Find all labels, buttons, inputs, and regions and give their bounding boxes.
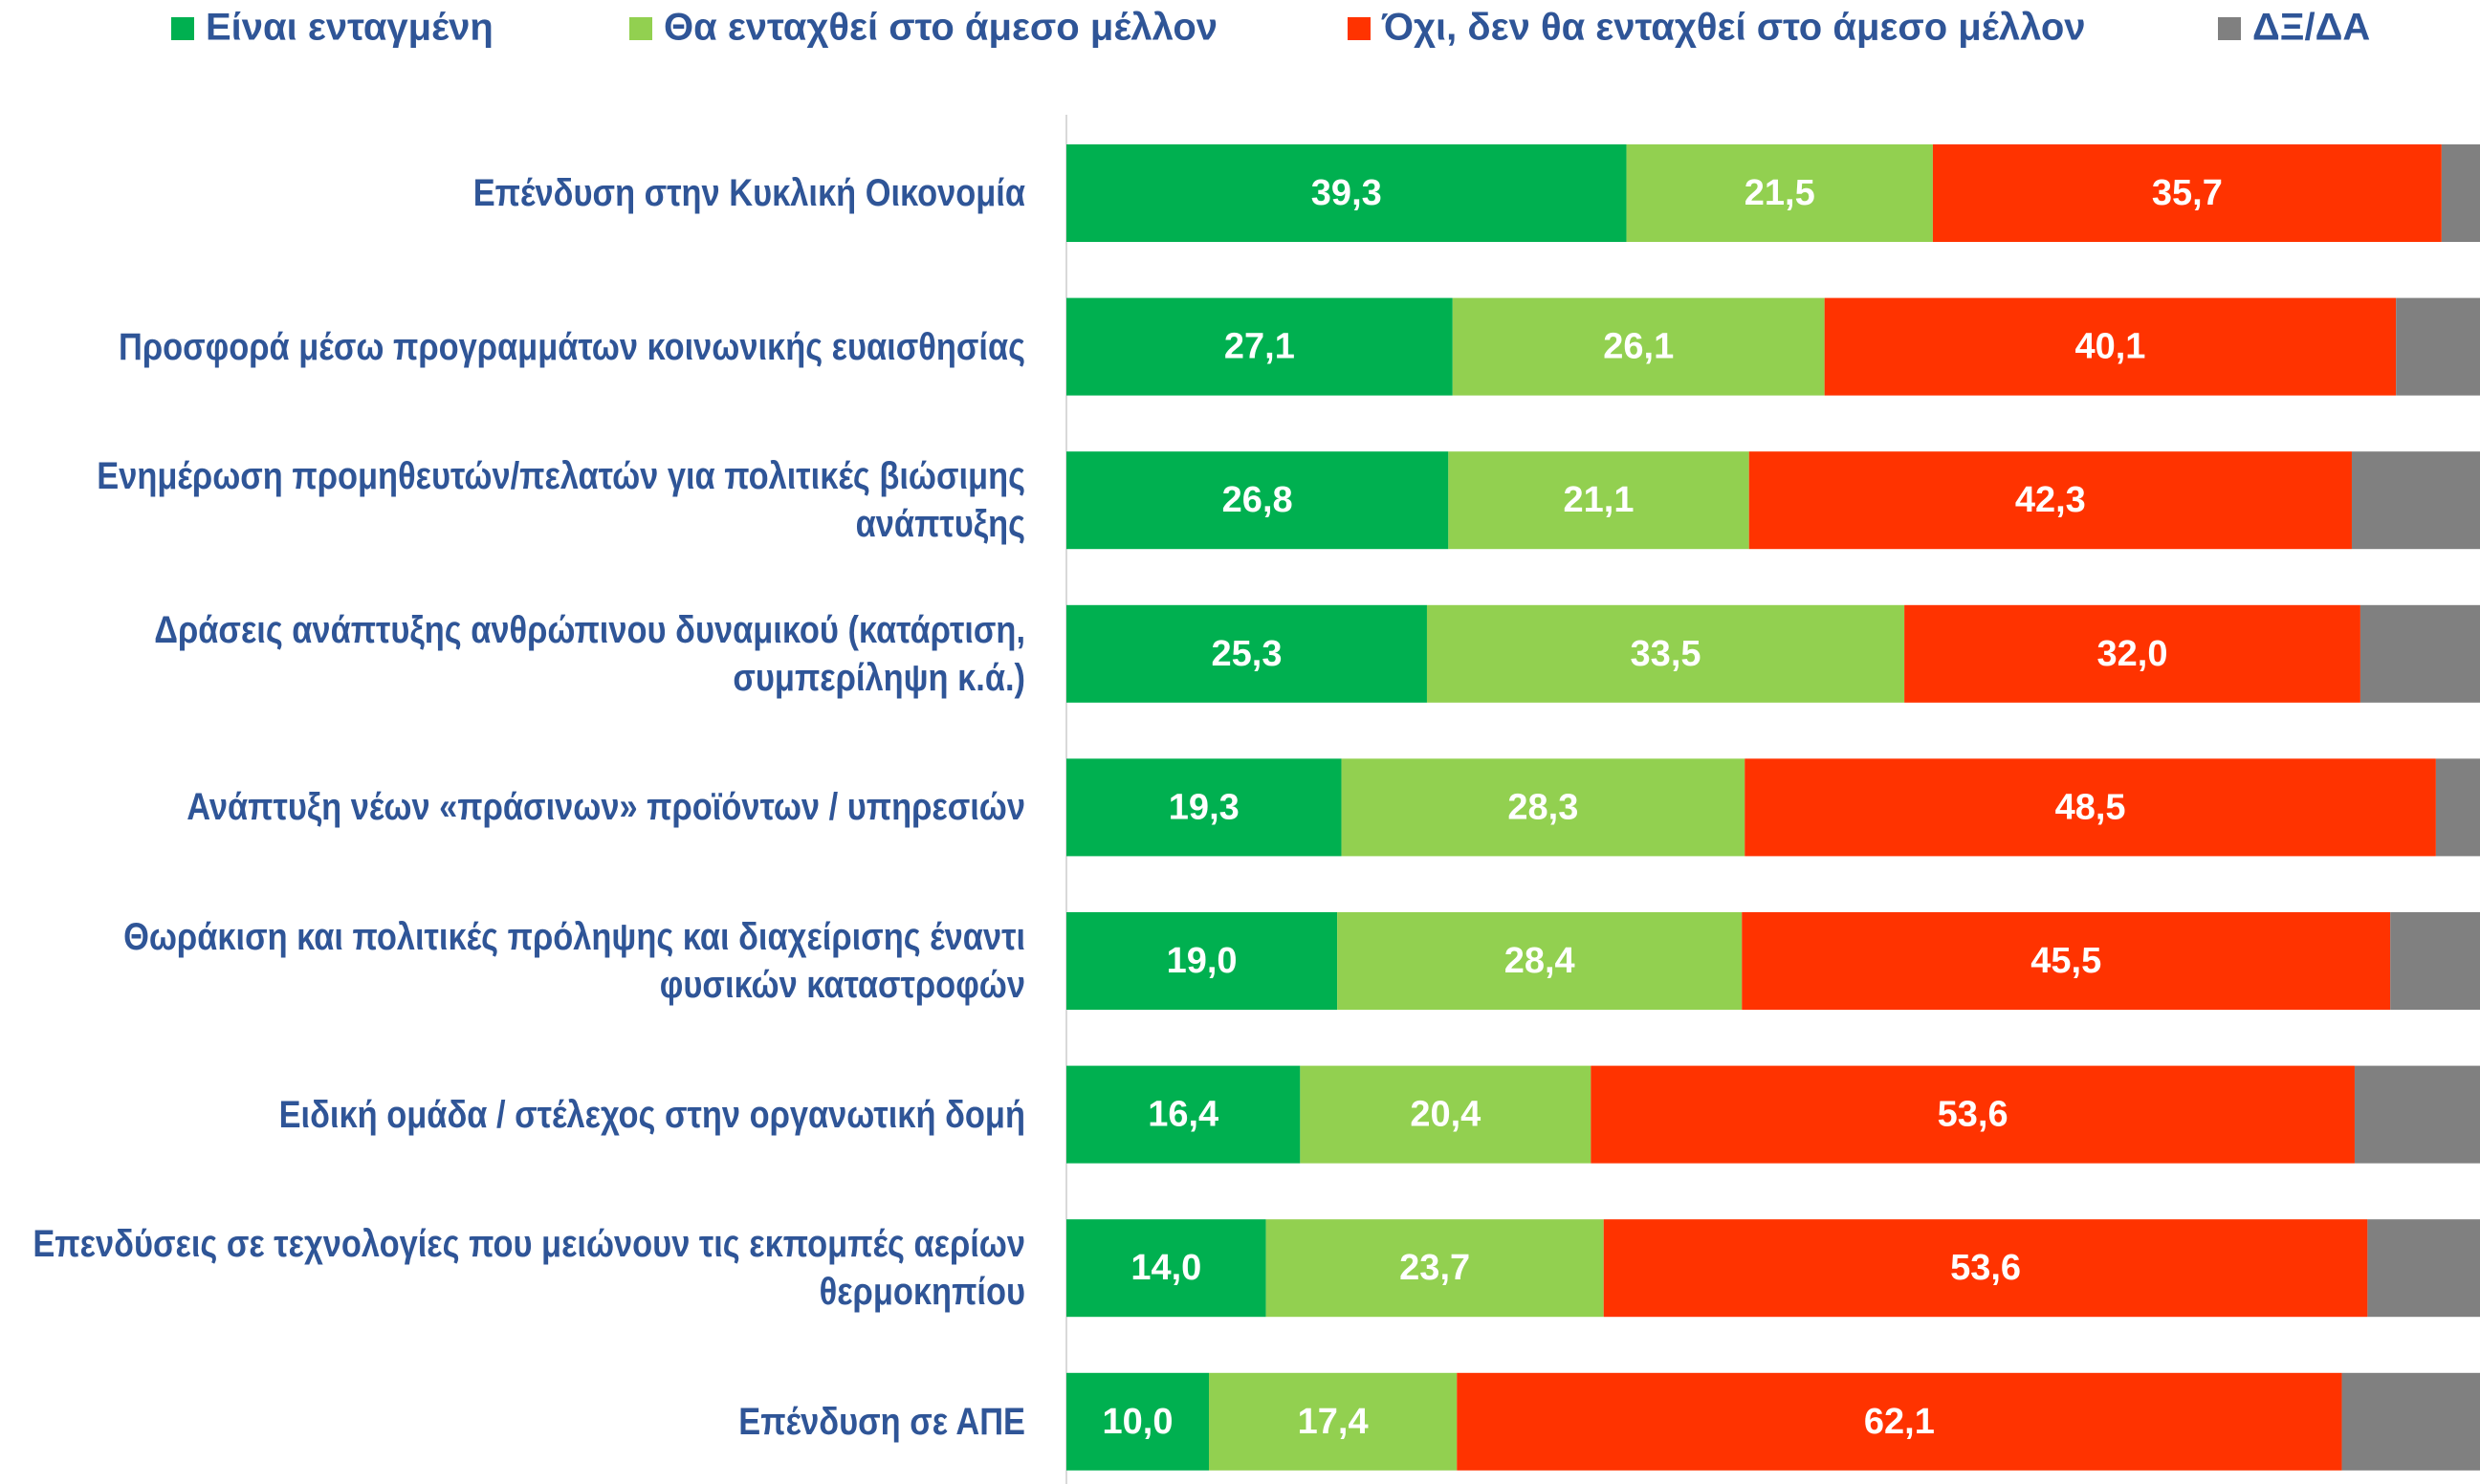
data-label: 23,7 bbox=[1399, 1248, 1470, 1288]
category-label: Επένδυση στην Κυκλική Οικονομία bbox=[472, 172, 1025, 214]
data-label: 45,5 bbox=[2030, 941, 2101, 981]
category-label: Επένδυση σε ΑΠΕ bbox=[738, 1400, 1025, 1443]
bar-segment bbox=[1066, 451, 1449, 550]
bar-segment bbox=[1066, 144, 1627, 242]
data-label: 19,3 bbox=[1169, 787, 1240, 827]
legend-swatch bbox=[1348, 17, 1371, 40]
data-label: 39,3 bbox=[1311, 173, 1382, 213]
bar-segment bbox=[1426, 604, 1905, 703]
data-label: 26,8 bbox=[1222, 480, 1293, 520]
bar-segment bbox=[2359, 604, 2480, 703]
bar-segment bbox=[1904, 604, 2360, 703]
bar-segment bbox=[2354, 1065, 2480, 1164]
bar-segment bbox=[1626, 144, 1933, 242]
bar-segment bbox=[1066, 1065, 1301, 1164]
data-label: 53,6 bbox=[1950, 1248, 2021, 1288]
legend-swatch bbox=[2218, 17, 2241, 40]
category-label: Ειδική ομάδα / στέλεχος στην οργανωτική … bbox=[278, 1093, 1026, 1136]
bar-segment bbox=[1448, 451, 1749, 550]
data-label: 35,7 bbox=[2152, 173, 2223, 213]
data-label: 20,4 bbox=[1410, 1095, 1481, 1135]
bar-segment bbox=[2435, 758, 2480, 857]
bar-segment bbox=[1265, 1219, 1604, 1318]
data-label: 16,4 bbox=[1148, 1095, 1218, 1135]
bar-segment bbox=[1932, 144, 2442, 242]
bar-segment bbox=[2367, 1219, 2480, 1318]
bar-segment bbox=[1066, 297, 1453, 396]
category-label: Προσφορά μέσω προγραμμάτων κοινωνικής ευ… bbox=[118, 325, 1026, 368]
legend-label: Είναι ενταγμένη bbox=[206, 7, 494, 49]
data-label: 40,1 bbox=[2074, 327, 2145, 367]
data-label: 21,1 bbox=[1564, 480, 1635, 520]
bar-segment bbox=[1066, 912, 1338, 1010]
data-label: 10,0 bbox=[1103, 1402, 1174, 1442]
bar-segment bbox=[1824, 297, 2397, 396]
data-label: 21,5 bbox=[1745, 173, 1815, 213]
bar-segment bbox=[1066, 1372, 1209, 1471]
bar-segment bbox=[1337, 912, 1743, 1010]
bar-segment bbox=[2390, 912, 2480, 1010]
legend-swatch bbox=[171, 17, 194, 40]
bar-segment bbox=[2396, 297, 2480, 396]
data-label: 42,3 bbox=[2015, 480, 2086, 520]
category-label: Ανάπτυξη νέων «πράσινων» προϊόντων / υπη… bbox=[187, 786, 1026, 829]
bar-segment bbox=[2341, 1372, 2480, 1471]
data-label: 53,6 bbox=[1938, 1095, 2008, 1135]
category-label: Ενημέρωση προμηθευτών/πελατών για πολιτι… bbox=[97, 455, 1025, 546]
bar-segment bbox=[1457, 1372, 2342, 1471]
data-label: 25,3 bbox=[1212, 634, 1283, 674]
bar-segment bbox=[2441, 144, 2480, 242]
data-label: 28,4 bbox=[1504, 941, 1575, 981]
bar-segment bbox=[1066, 1219, 1266, 1318]
bar-segment bbox=[1603, 1219, 2368, 1318]
bar-segment bbox=[1452, 297, 1825, 396]
data-label: 17,4 bbox=[1298, 1402, 1369, 1442]
bar-segment bbox=[1341, 758, 1745, 857]
data-label: 19,0 bbox=[1167, 941, 1238, 981]
bar-segment bbox=[1209, 1372, 1458, 1471]
bar-segment bbox=[1748, 451, 2352, 550]
data-label: 32,0 bbox=[2097, 634, 2168, 674]
bar-segment bbox=[1066, 758, 1342, 857]
category-label: Επενδύσεις σε τεχνολογίες που μειώνουν τ… bbox=[33, 1223, 1025, 1314]
bar-segment bbox=[1591, 1065, 2355, 1164]
bar-segment bbox=[1742, 912, 2391, 1010]
legend-label: Θα ενταχθεί στο άμεσο μέλλον bbox=[664, 7, 1218, 49]
data-label: 26,1 bbox=[1603, 327, 1674, 367]
category-label: Δράσεις ανάπτυξης ανθρώπινου δυναμικού (… bbox=[154, 608, 1026, 699]
data-label: 28,3 bbox=[1507, 787, 1578, 827]
bar-segment bbox=[1066, 604, 1427, 703]
bar-segment bbox=[1300, 1065, 1591, 1164]
bar-segment bbox=[1745, 758, 2436, 857]
bar-segment bbox=[2351, 451, 2480, 550]
data-label: 33,5 bbox=[1631, 634, 1701, 674]
data-label: 14,0 bbox=[1130, 1248, 1201, 1288]
data-label: 27,1 bbox=[1224, 327, 1295, 367]
data-label: 62,1 bbox=[1864, 1402, 1935, 1442]
category-label: Θωράκιση και πολιτικές πρόληψης και διαχ… bbox=[123, 916, 1025, 1006]
legend-label: ΔΞ/ΔΑ bbox=[2252, 7, 2370, 49]
legend-swatch bbox=[629, 17, 652, 40]
data-label: 48,5 bbox=[2055, 787, 2126, 827]
legend-label: Όχι, δεν θα ενταχθεί στο άμεσο μέλλον bbox=[1381, 7, 2086, 49]
